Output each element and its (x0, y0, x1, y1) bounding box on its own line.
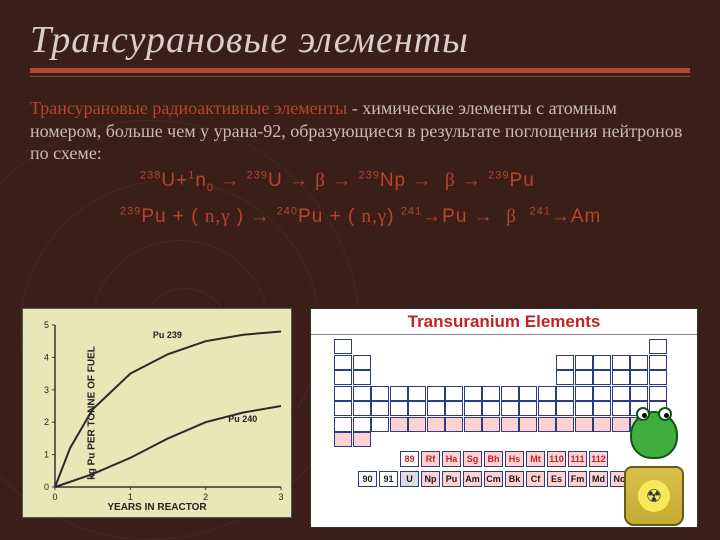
radiation-icon: ☢ (638, 480, 670, 512)
title-block: Трансурановые элементы (0, 0, 720, 97)
svg-text:2: 2 (203, 492, 208, 502)
highlight-term: Трансурановые радиоактивные элементы (30, 98, 347, 118)
svg-text:3: 3 (278, 492, 283, 502)
svg-text:1: 1 (128, 492, 133, 502)
thin-bar (30, 76, 690, 77)
svg-text:3: 3 (44, 385, 49, 395)
svg-text:Pu 240: Pu 240 (228, 414, 257, 424)
reactor-chart: kg Pu PER TONNE OF FUEL YEARS IN REACTOR… (22, 308, 292, 518)
ptable-title: Transuranium Elements (311, 309, 697, 335)
svg-text:0: 0 (52, 492, 57, 502)
accent-bar (30, 68, 690, 73)
svg-text:4: 4 (44, 352, 49, 362)
figures-row: kg Pu PER TONNE OF FUEL YEARS IN REACTOR… (22, 308, 698, 528)
svg-text:Pu 239: Pu 239 (153, 330, 182, 340)
svg-text:5: 5 (44, 320, 49, 330)
chart-svg: 0 1 2 3 4 5 0 1 2 3 Pu 239 Pu 240 (23, 309, 293, 519)
svg-text:0: 0 (44, 482, 49, 492)
slide-title: Трансурановые элементы (30, 18, 690, 62)
frog-barrel-cartoon: ☢ (616, 411, 694, 526)
frog-icon (630, 411, 678, 459)
svg-text:2: 2 (44, 417, 49, 427)
svg-text:1: 1 (44, 450, 49, 460)
